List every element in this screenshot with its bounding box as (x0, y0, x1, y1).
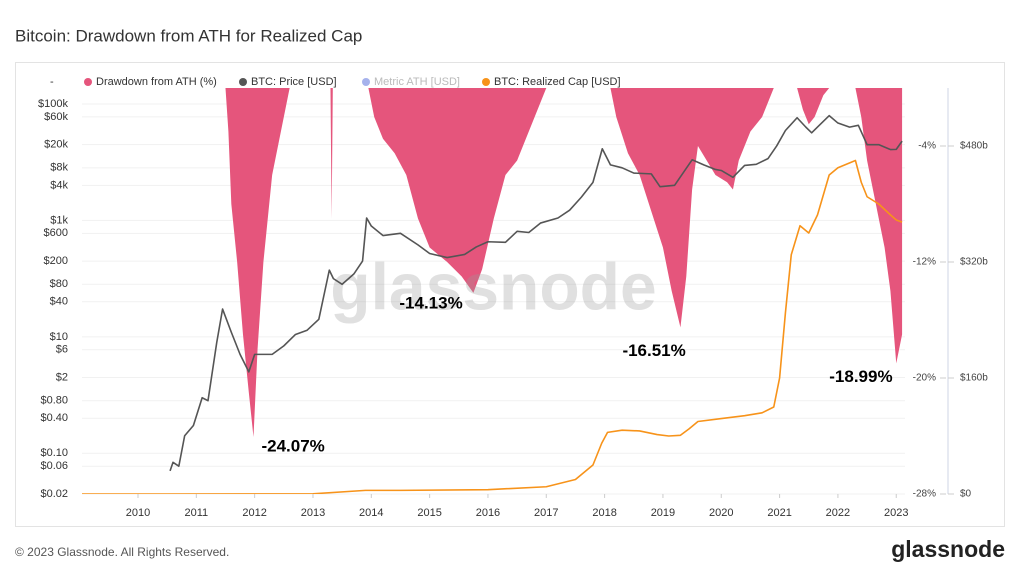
y2-tick-label: -20% (913, 373, 936, 384)
y-tick-label: $10 (50, 331, 68, 343)
y-tick-label: $40 (50, 296, 68, 308)
drawdown-area (225, 88, 903, 438)
y-tick-label: $200 (44, 255, 68, 267)
y-tick-label: $100k (38, 98, 68, 110)
annotation: -18.99% (829, 367, 892, 386)
x-tick-label: 2022 (826, 507, 850, 519)
logo: glassnode (891, 536, 1005, 562)
footer: © 2023 Glassnode. All Rights Reserved. (15, 545, 229, 559)
annotation: -16.51% (622, 341, 685, 360)
legend-swatch (239, 78, 247, 86)
y-tick-label: $60k (44, 111, 68, 123)
y-tick-label: $0.80 (40, 395, 68, 407)
y2-tick-label: -4% (918, 141, 936, 152)
x-tick-label: 2012 (242, 507, 266, 519)
x-tick-label: 2014 (359, 507, 383, 519)
y-tick-label: $0.06 (40, 460, 68, 472)
series-line (169, 114, 903, 472)
y-tick-label: $1k (50, 214, 68, 226)
frame (15, 62, 1005, 527)
legend-swatch (362, 78, 370, 86)
y-tick-label: $0.40 (40, 412, 68, 424)
x-tick-label: 2021 (767, 507, 791, 519)
watermark: glassnode (330, 249, 656, 323)
legend-label[interactable]: Metric ATH [USD] (374, 76, 460, 88)
chart-title: Bitcoin: Drawdown from ATH for Realized … (15, 26, 362, 45)
y3-tick-label: $480b (960, 141, 988, 152)
legend-swatch (482, 78, 490, 86)
y3-tick-label: $0 (960, 489, 972, 500)
x-tick-label: 2013 (301, 507, 325, 519)
y-tick-label: $2 (56, 371, 68, 383)
y3-tick-label: $160b (960, 373, 988, 384)
annotation: -24.07% (261, 436, 324, 455)
y-tick-label: $0.02 (40, 488, 68, 500)
y-tick-label: $4k (50, 179, 68, 191)
y-tick-label: $0.10 (40, 447, 68, 459)
x-tick-label: 2015 (417, 507, 441, 519)
annotation: -14.13% (399, 293, 462, 312)
y2-tick-label: -28% (913, 489, 936, 500)
x-tick-label: 2018 (592, 507, 616, 519)
y-tick-label: $80 (50, 278, 68, 290)
y-tick-label: $8k (50, 162, 68, 174)
series-line (82, 159, 903, 494)
y-tick-label: $600 (44, 227, 68, 239)
x-tick-label: 2011 (184, 507, 208, 519)
y3-tick-label: $320b (960, 257, 988, 268)
y-tick-label: $20k (44, 139, 68, 151)
x-tick-label: 2017 (534, 507, 558, 519)
legend-swatch (84, 78, 92, 86)
y2-tick-label: -12% (913, 257, 936, 268)
x-tick-label: 2019 (651, 507, 675, 519)
legend-label[interactable]: BTC: Realized Cap [USD] (494, 76, 621, 88)
legend-label[interactable]: Drawdown from ATH (%) (96, 76, 217, 88)
y-tick-label: $6 (56, 344, 68, 356)
legend-toggle[interactable]: - (50, 76, 54, 88)
x-tick-label: 2016 (476, 507, 500, 519)
x-tick-label: 2020 (709, 507, 733, 519)
x-tick-label: 2010 (126, 507, 150, 519)
x-tick-label: 2023 (884, 507, 908, 519)
legend-label[interactable]: BTC: Price [USD] (251, 76, 337, 88)
